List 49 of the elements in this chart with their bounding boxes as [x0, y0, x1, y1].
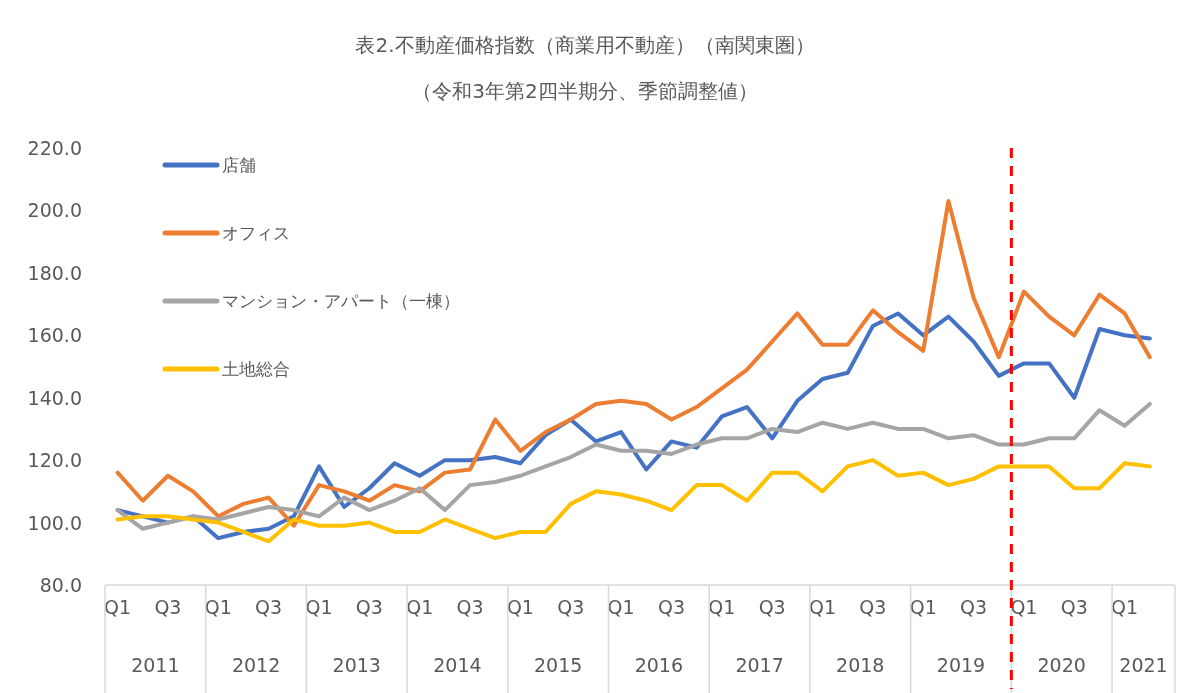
x-tick-label: Q3 — [154, 596, 182, 619]
x-tick-label: Q1 — [506, 596, 534, 619]
line-series — [115, 458, 1152, 544]
text: 2011 — [131, 654, 180, 676]
x-tick-label: Q1 — [909, 596, 937, 619]
text: 2014 — [433, 654, 482, 676]
x-tick-label: Q3 — [859, 596, 887, 619]
text: 2016 — [634, 654, 684, 676]
legend-label: 土地総合 — [222, 359, 290, 379]
y-tick-label: 180.0 — [27, 261, 82, 284]
legend-label: マンション・アパート（一棟） — [222, 291, 460, 311]
y-tick-label: 100.0 — [27, 511, 82, 534]
x-tick-label: Q3 — [456, 596, 484, 619]
chart-subtitle: （令和3年第2四半期分、季節調整値） — [412, 79, 758, 103]
x-tick-label: Q1 — [104, 596, 132, 619]
chart-title: 表2.不動産価格指数（商業用不動産）（南関東圏） — [355, 33, 815, 57]
y-tick-label: 160.0 — [27, 324, 82, 347]
x-tick-label: Q3 — [758, 596, 786, 619]
x-tick-label: Q3 — [557, 596, 585, 619]
x-tick-label: Q3 — [960, 596, 988, 619]
y-tick-label: 200.0 — [27, 199, 82, 222]
x-tick-label: Q3 — [255, 596, 283, 619]
y-tick-label: 220.0 — [27, 137, 82, 159]
legend-label: オフィス — [222, 223, 290, 243]
text: 2015 — [534, 654, 583, 676]
y-tick-label: 140.0 — [27, 386, 82, 409]
text: 2020 — [1037, 654, 1086, 676]
x-tick-label: Q1 — [406, 596, 434, 619]
line-series — [115, 199, 1152, 528]
y-tick-label: 120.0 — [27, 449, 82, 472]
x-tick-label: Q3 — [355, 596, 383, 619]
x-tick-label: Q3 — [657, 596, 685, 619]
x-tick-label: Q1 — [1111, 596, 1139, 619]
text: 2021 — [1119, 654, 1168, 676]
x-tick-label: Q1 — [1010, 596, 1038, 619]
text: 2017 — [735, 654, 784, 676]
text: 2013 — [332, 654, 381, 676]
line-series — [115, 401, 1152, 531]
text: 2019 — [936, 654, 986, 676]
x-tick-label: Q1 — [708, 596, 736, 619]
text: 2018 — [836, 654, 885, 676]
x-tick-label: Q1 — [607, 596, 635, 619]
y-tick-label: 80.0 — [39, 574, 82, 596]
x-tick-label: Q3 — [1060, 596, 1088, 619]
x-tick-label: Q1 — [305, 596, 333, 619]
x-tick-label: Q1 — [204, 596, 232, 619]
text: 2012 — [231, 654, 281, 676]
x-tick-label: Q1 — [809, 596, 837, 619]
legend-label: 店舗 — [222, 155, 256, 175]
